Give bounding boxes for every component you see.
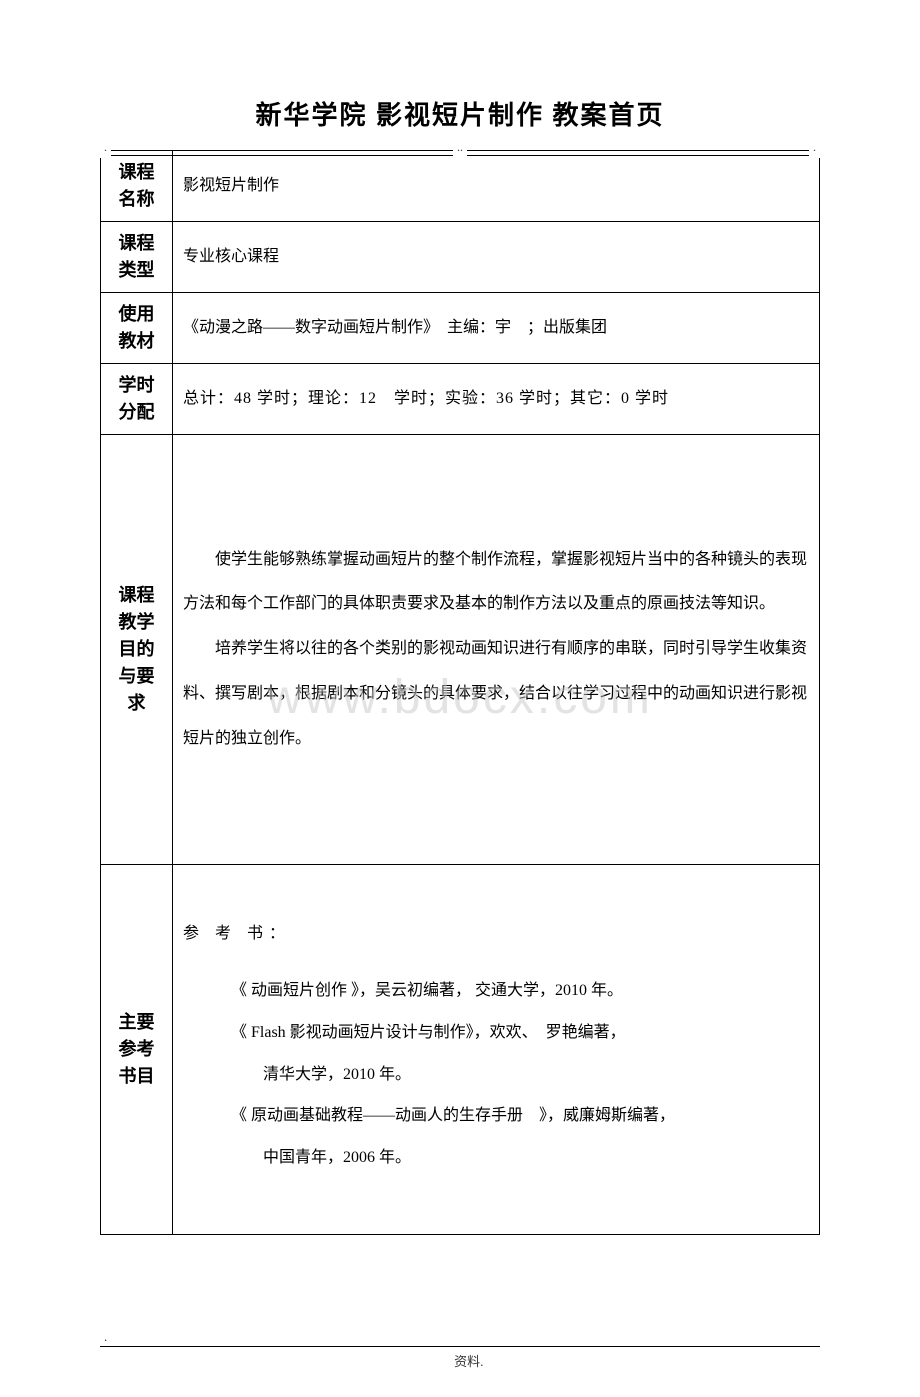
page-footer: . 资料.: [100, 1346, 820, 1347]
label-objectives: 课程教学目的与要求: [101, 435, 173, 865]
table-row: 学时分配 总计：48 学时；理论：12 学时；实验：36 学时；其它：0 学时: [101, 364, 820, 435]
ref-item-cont: 清华大学，2010 年。: [183, 1054, 809, 1096]
label-course-type: 课程类型: [101, 222, 173, 293]
table-row: 课程类型 专业核心课程: [101, 222, 820, 293]
table-row: 主要参考书目 参 考 书： 《 动画短片创作 》，吴云初编著， 交通大学，201…: [101, 865, 820, 1235]
ref-heading: 参 考 书：: [183, 921, 809, 947]
ref-item: 《 动画短片创作 》，吴云初编著， 交通大学，2010 年。: [183, 970, 809, 1012]
ref-item: 《 原动画基础教程——动画人的生存手册 》，威廉姆斯编著，: [183, 1095, 809, 1137]
ref-item-cont: 中国青年，2006 年。: [183, 1137, 809, 1179]
value-course-type: 专业核心课程: [173, 222, 820, 293]
table-row: 课程名称 影视短片制作: [101, 151, 820, 222]
objective-para1: 使学生能够熟练掌握动画短片的整个制作流程，掌握影视短片当中的各种镜头的表现方法和…: [183, 538, 809, 628]
header-dot-left: .: [100, 140, 111, 158]
value-course-name: 影视短片制作: [173, 151, 820, 222]
value-hours: 总计：48 学时；理论：12 学时；实验：36 学时；其它：0 学时: [173, 364, 820, 435]
page-title: 新华学院 影视短片制作 教案首页: [0, 95, 920, 132]
ref-item: 《 Flash 影视动画短片设计与制作》，欢欢、 罗艳编著，: [183, 1012, 809, 1054]
value-references: 参 考 书： 《 动画短片创作 》，吴云初编著， 交通大学，2010 年。 《 …: [173, 865, 820, 1235]
label-textbook: 使用教材: [101, 293, 173, 364]
value-textbook: 《动漫之路——数字动画短片制作》 主编：宇 ；出版集团: [173, 293, 820, 364]
header-dot-right: .: [809, 140, 820, 158]
footer-dot: .: [100, 1329, 111, 1345]
syllabus-table: 课程名称 影视短片制作 课程类型 专业核心课程 使用教材 《动漫之路——数字动画…: [100, 150, 820, 1235]
value-objectives: 使学生能够熟练掌握动画短片的整个制作流程，掌握影视短片当中的各种镜头的表现方法和…: [173, 435, 820, 865]
table-row: 使用教材 《动漫之路——数字动画短片制作》 主编：宇 ；出版集团: [101, 293, 820, 364]
objective-para2: 培养学生将以往的各个类别的影视动画知识进行有顺序的串联，同时引导学生收集资料、撰…: [183, 627, 809, 761]
table-row: 课程教学目的与要求 使学生能够熟练掌握动画短片的整个制作流程，掌握影视短片当中的…: [101, 435, 820, 865]
page-header: . .. .: [100, 155, 820, 158]
header-dot-mid: ..: [453, 140, 467, 158]
label-references: 主要参考书目: [101, 865, 173, 1235]
footer-text: 资料.: [454, 1351, 483, 1370]
label-hours: 学时分配: [101, 364, 173, 435]
label-course-name: 课程名称: [101, 151, 173, 222]
